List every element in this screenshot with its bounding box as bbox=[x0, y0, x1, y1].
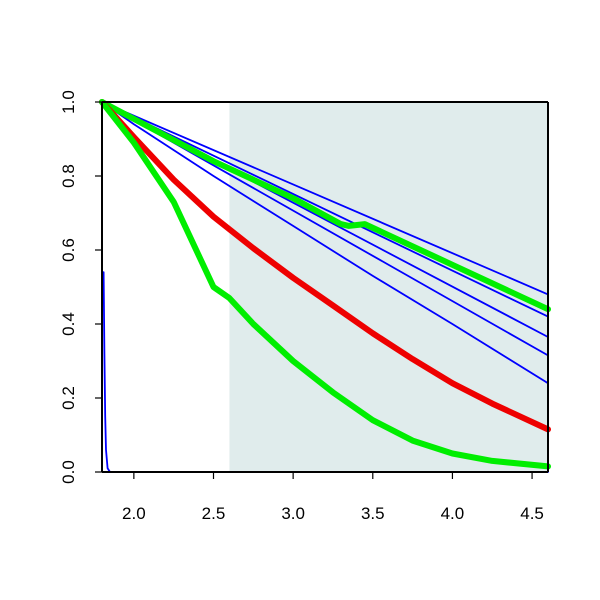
axes-layer: 2.0 2.5 3.0 3.5 4.0 4.5 0.0 0.2 0.4 0.6 0.8 1.0 bbox=[59, 90, 549, 523]
y-tick-label: 0.6 bbox=[59, 238, 78, 262]
x-tick-label: 3.0 bbox=[281, 504, 305, 523]
y-tick-label: 0.4 bbox=[59, 312, 78, 336]
x-tick-label: 3.5 bbox=[361, 504, 385, 523]
series-line-4 bbox=[101, 101, 549, 385]
x-tick-label: 4.0 bbox=[441, 504, 465, 523]
series-line-0 bbox=[101, 101, 549, 296]
x-tick-label: 2.0 bbox=[122, 504, 146, 523]
y-tick-label: 0.8 bbox=[59, 164, 78, 188]
series-line-5 bbox=[99, 99, 551, 313]
y-tick-label: 1.0 bbox=[59, 90, 78, 114]
series-line-6 bbox=[99, 99, 551, 433]
y-tick-label: 0.0 bbox=[59, 460, 78, 484]
series-layer bbox=[99, 99, 551, 473]
series-line-1 bbox=[101, 101, 549, 318]
x-tick-label: 2.5 bbox=[202, 504, 226, 523]
x-tick-label: 4.5 bbox=[520, 504, 544, 523]
series-line-7 bbox=[99, 99, 551, 470]
y-tick-label: 0.2 bbox=[59, 386, 78, 410]
